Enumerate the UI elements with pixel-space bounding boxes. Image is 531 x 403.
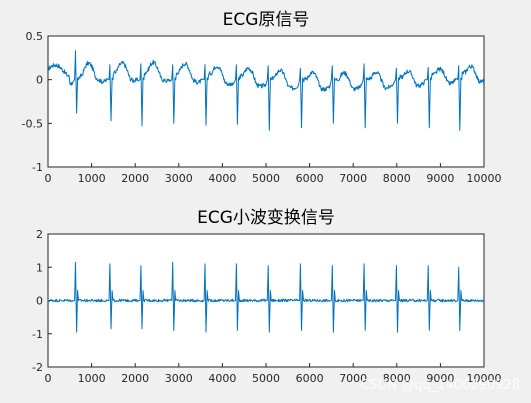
chart-1-y-tick-label: 0.5 [26, 30, 44, 43]
chart-2-x-tick-label: 7000 [339, 372, 367, 385]
chart-1-x-tick-label: 10000 [467, 172, 502, 185]
chart-2-x-tick-label: 0 [45, 372, 52, 385]
chart-2-y-tick-label: 1 [36, 261, 43, 274]
chart-2-y-tick-label: -1 [32, 328, 43, 341]
chart-1-x-tick-label: 3000 [165, 172, 193, 185]
chart-2-y-tick-label: 0 [36, 295, 43, 308]
chart-1-y-tick-label: -0.5 [22, 117, 43, 130]
chart-1-x-tick-label: 9000 [426, 172, 454, 185]
watermark-text: CSDN @qq_1400290928 [360, 378, 520, 393]
chart-2-y-tick-label: 2 [36, 228, 43, 241]
chart-2-title: ECG小波变换信号 [197, 208, 335, 228]
chart-2-x-tick-label: 6000 [296, 372, 324, 385]
chart-1-x-tick-label: 7000 [339, 172, 367, 185]
chart-1-series-line [47, 50, 485, 131]
chart-1-y-tick-label: 0 [36, 74, 43, 87]
chart-1-x-tick-label: 8000 [383, 172, 411, 185]
chart-1-x-tick-label: 2000 [121, 172, 149, 185]
chart-2-series-line [47, 261, 485, 333]
chart-2-y-tick-label: -2 [32, 361, 43, 374]
chart-1-x-tick-label: 1000 [78, 172, 106, 185]
chart-2-x-tick-label: 1000 [78, 372, 106, 385]
chart-2-x-tick-label: 4000 [208, 372, 236, 385]
chart-2-x-tick-label: 10000 [467, 372, 502, 385]
chart-1-y-tick-label: -1 [32, 161, 43, 174]
chart-2-x-tick-label: 9000 [426, 372, 454, 385]
chart-1-x-tick-label: 0 [45, 172, 52, 185]
chart-2-x-tick-label: 2000 [121, 372, 149, 385]
chart-1-x-tick-label: 6000 [296, 172, 324, 185]
chart-1-x-tick-label: 5000 [252, 172, 280, 185]
chart-2-x-tick-label: 5000 [252, 372, 280, 385]
chart-2-x-tick-label: 8000 [383, 372, 411, 385]
chart-1-plot-area [47, 35, 485, 168]
chart-2: ECG小波变换信号 0 1000 2000 3000 4000 5000 6000 7000 8… [32, 208, 501, 385]
chart-1-title: ECG原信号 [223, 10, 310, 30]
chart-2-x-tick-label: 3000 [165, 372, 193, 385]
chart-1-x-tick-label: 4000 [208, 172, 236, 185]
chart-1: ECG原信号 0 1000 2000 3000 4000 5000 6000 7000 8000… [22, 10, 502, 185]
